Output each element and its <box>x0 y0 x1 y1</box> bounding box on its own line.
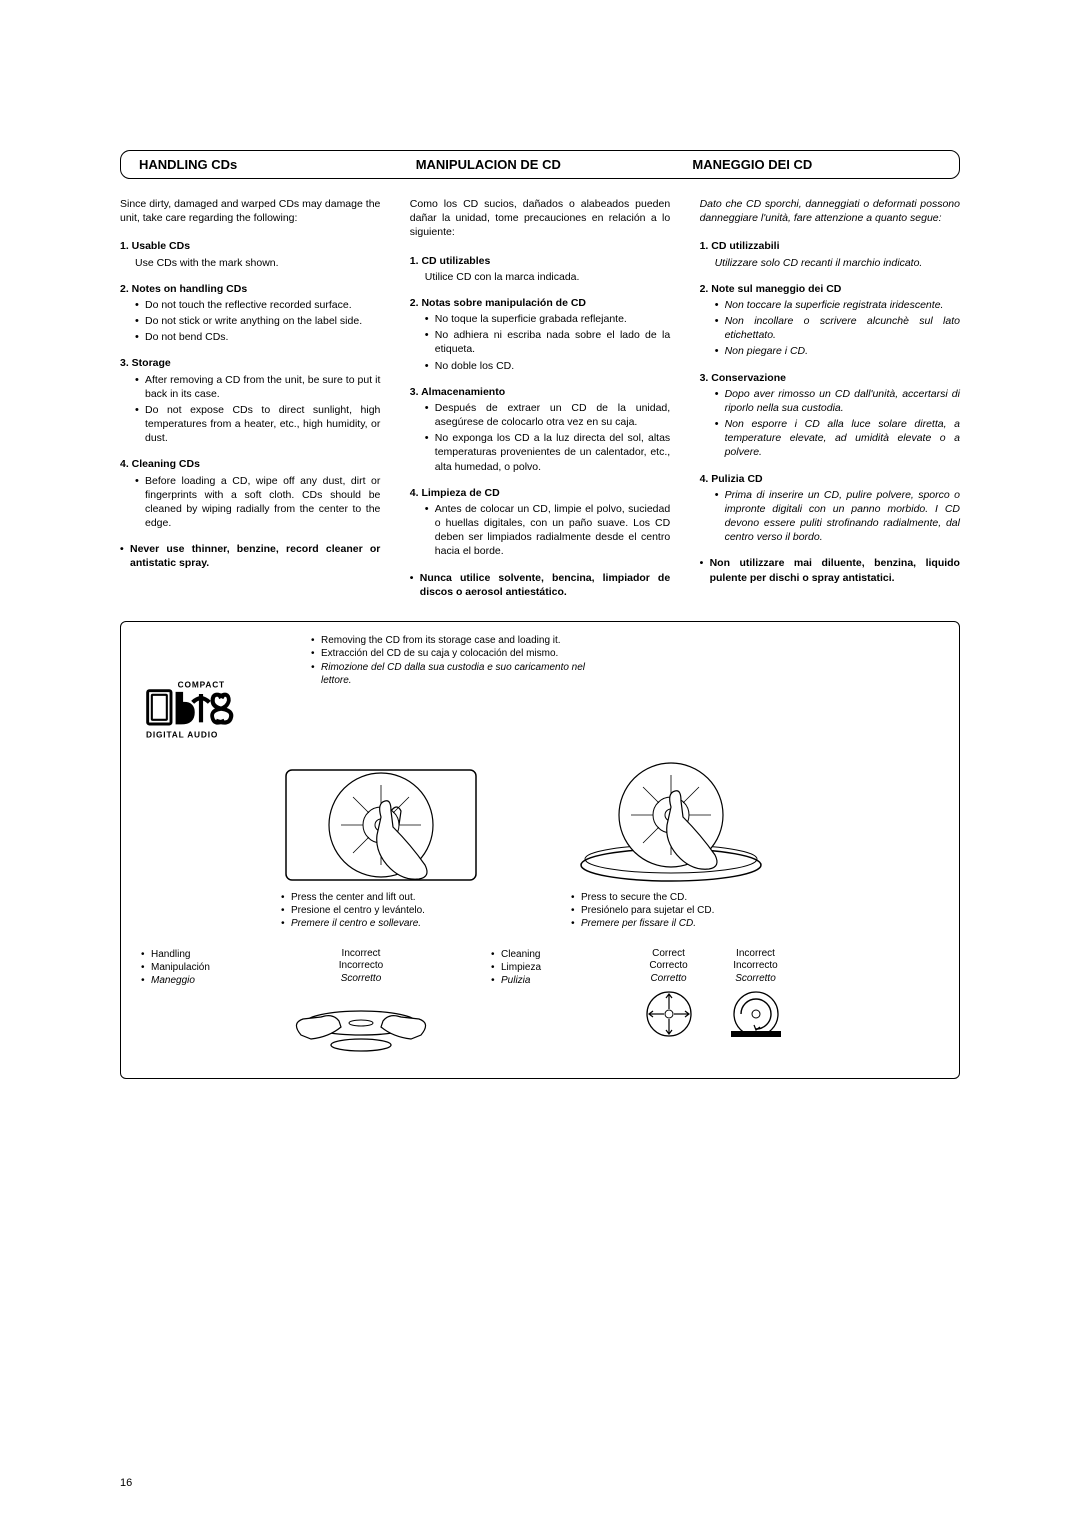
column-it: Dato che CD sporchi, danneggiati o defor… <box>700 197 960 599</box>
list-item: Non incollare o scrivere alcunchè sul la… <box>715 314 960 342</box>
list-item: Do not touch the reflective recorded sur… <box>135 298 380 312</box>
caption-es: Presiónelo para sujetar el CD. <box>571 904 771 917</box>
s2-list-es: No toque la superficie grabada reflejant… <box>425 312 670 373</box>
list-item: Non esporre i CD alla luce solare dirett… <box>715 417 960 460</box>
top-captions: Removing the CD from its storage case an… <box>311 634 611 747</box>
caption-en: Removing the CD from its storage case an… <box>311 634 611 648</box>
s2-title-it: 2. Note sul maneggio dei CD <box>700 282 960 296</box>
s1-title-es: 1. CD utilizables <box>410 254 670 268</box>
s3-list-en: After removing a CD from the unit, be su… <box>135 373 380 446</box>
cd-remove-illustration <box>281 755 481 885</box>
s4-title-es: 4. Limpieza de CD <box>410 486 670 500</box>
s4-list-en: Before loading a CD, wipe off any dust, … <box>135 474 380 531</box>
correct-es: Correcto <box>631 960 706 973</box>
manual-page: HANDLING CDs MANIPULACION DE CD MANEGGIO… <box>120 150 960 1079</box>
incorrect-es: Incorrecto <box>281 960 441 973</box>
list-item: No toque la superficie grabada reflejant… <box>425 312 670 326</box>
header-es: MANIPULACION DE CD <box>416 157 665 172</box>
header-en: HANDLING CDs <box>139 157 388 172</box>
list-item: No adhiera ni escriba nada sobre el lado… <box>425 328 670 356</box>
incorrect-it: Scorretto <box>718 973 793 986</box>
intro-en: Since dirty, damaged and warped CDs may … <box>120 197 380 225</box>
list-item: Dopo aver rimosso un CD dall'unità, acce… <box>715 387 960 415</box>
s3-list-es: Después de extraer un CD de la unidad, a… <box>425 401 670 474</box>
intro-es: Como los CD sucios, dañados o alabeados … <box>410 197 670 240</box>
caption-en: Press to secure the CD. <box>571 891 771 904</box>
caption-it: Rimozione del CD dalla sua custodia e su… <box>311 661 611 688</box>
column-es: Como los CD sucios, dañados o alabeados … <box>410 197 670 599</box>
cleaning-label: Cleaning Limpieza Pulizia <box>491 948 611 1059</box>
correct-en: Correct <box>631 948 706 961</box>
s4-title-it: 4. Pulizia CD <box>700 472 960 486</box>
list-item: Después de extraer un CD de la unidad, a… <box>425 401 670 429</box>
s2-list-it: Non toccare la superficie registrata iri… <box>715 298 960 359</box>
list-item: Do not expose CDs to direct sunlight, hi… <box>135 403 380 446</box>
handling-label: Handling Manipulación Maneggio <box>141 948 261 1059</box>
label-en: Cleaning <box>491 948 611 961</box>
s3-title-it: 3. Conservazione <box>700 371 960 385</box>
s1-body-es: Utilice CD con la marca indicada. <box>425 270 670 284</box>
label-it: Pulizia <box>491 974 611 987</box>
press-secure-captions: Press to secure the CD. Presiónelo para … <box>571 891 771 930</box>
label-en: Handling <box>141 948 261 961</box>
s1-title-it: 1. CD utilizzabili <box>700 239 960 253</box>
list-item: Do not stick or write anything on the la… <box>135 314 380 328</box>
intro-it: Dato che CD sporchi, danneggiati o defor… <box>700 197 960 225</box>
press-lift-captions: Press the center and lift out. Presione … <box>281 891 481 930</box>
s1-body-it: Utilizzare solo CD recanti il marchio in… <box>715 256 960 270</box>
column-en: Since dirty, damaged and warped CDs may … <box>120 197 380 599</box>
cd-logo: COMPACT DIGITAL AUDIO <box>141 634 261 747</box>
handling-illustration: Incorrect Incorrecto Scorretto <box>281 948 441 1059</box>
s4-title-en: 4. Cleaning CDs <box>120 457 380 471</box>
cleaning-correct-icon <box>634 989 704 1039</box>
cd-insert-illustration <box>571 755 771 885</box>
incorrect-en: Incorrect <box>281 948 441 961</box>
cleaning-illustrations: Correct Correcto Corretto <box>631 948 793 1059</box>
list-item: No doble los CD. <box>425 359 670 373</box>
list-item: Do not bend CDs. <box>135 330 380 344</box>
s4-list-it: Prima di inserire un CD, pulire polvere,… <box>715 488 960 545</box>
s3-title-es: 3. Almacenamiento <box>410 385 670 399</box>
caption-it: Premere il centro e sollevare. <box>281 917 481 930</box>
label-es: Limpieza <box>491 961 611 974</box>
list-item: Before loading a CD, wipe off any dust, … <box>135 474 380 531</box>
diagram-box: COMPACT DIGITAL AUDIO Removi <box>120 621 960 1080</box>
warning-it: Non utilizzare mai diluente, benzina, li… <box>700 556 960 584</box>
s1-body-en: Use CDs with the mark shown. <box>135 256 380 270</box>
list-item: Antes de colocar un CD, limpie el polvo,… <box>425 502 670 559</box>
header-box: HANDLING CDs MANIPULACION DE CD MANEGGIO… <box>120 150 960 179</box>
list-item: Prima di inserire un CD, pulire polvere,… <box>715 488 960 545</box>
incorrect-it: Scorretto <box>281 973 441 986</box>
s1-title-en: 1. Usable CDs <box>120 239 380 253</box>
list-item: No exponga los CD a la luz directa del s… <box>425 431 670 474</box>
s3-list-it: Dopo aver rimosso un CD dall'unità, acce… <box>715 387 960 460</box>
cleaning-incorrect-icon <box>721 989 791 1039</box>
label-it: Maneggio <box>141 974 261 987</box>
incorrect-es: Incorrecto <box>718 960 793 973</box>
warning-en: Never use thinner, benzine, record clean… <box>120 542 380 570</box>
list-item: Non toccare la superficie registrata iri… <box>715 298 960 312</box>
svg-text:DIGITAL AUDIO: DIGITAL AUDIO <box>146 729 218 739</box>
text-columns: Since dirty, damaged and warped CDs may … <box>120 197 960 599</box>
list-item: After removing a CD from the unit, be su… <box>135 373 380 401</box>
s2-title-en: 2. Notes on handling CDs <box>120 282 380 296</box>
caption-en: Press the center and lift out. <box>281 891 481 904</box>
s4-list-es: Antes de colocar un CD, limpie el polvo,… <box>425 502 670 559</box>
caption-es: Presione el centro y levántelo. <box>281 904 481 917</box>
s2-list-en: Do not touch the reflective recorded sur… <box>135 298 380 345</box>
svg-text:COMPACT: COMPACT <box>178 679 225 689</box>
warning-es: Nunca utilice solvente, bencina, limpiad… <box>410 571 670 599</box>
correct-it: Corretto <box>631 973 706 986</box>
caption-it: Premere per fissare il CD. <box>571 917 771 930</box>
caption-es: Extracción del CD de su caja y colocació… <box>311 647 611 661</box>
incorrect-en: Incorrect <box>718 948 793 961</box>
compact-disc-logo-icon: COMPACT DIGITAL AUDIO <box>141 674 241 744</box>
label-es: Manipulación <box>141 961 261 974</box>
header-it: MANEGGIO DEI CD <box>692 157 941 172</box>
s2-title-es: 2. Notas sobre manipulación de CD <box>410 296 670 310</box>
s3-title-en: 3. Storage <box>120 356 380 370</box>
list-item: Non piegare i CD. <box>715 344 960 358</box>
page-number: 16 <box>120 1477 132 1489</box>
